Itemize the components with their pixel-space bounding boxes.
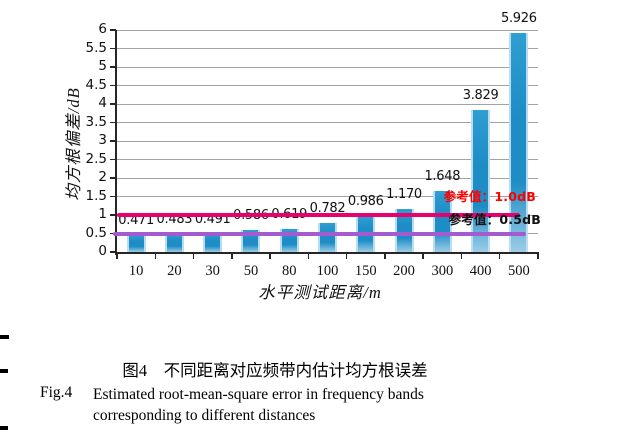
page-edge-mark [0, 335, 9, 339]
y-axis-tick-label: 4.5 [85, 76, 107, 93]
y-axis-tick-label: 3.5 [85, 113, 107, 130]
y-axis-tick-label: 0.5 [85, 224, 107, 241]
x-axis-tick [192, 254, 195, 259]
gridline [117, 29, 538, 31]
figure-caption-english: Estimated root-mean-square error in freq… [93, 384, 483, 426]
figure-caption-english-line2: corresponding to different distances [93, 407, 316, 424]
y-axis-tick [110, 158, 116, 161]
y-axis-tick-label: 2.5 [85, 150, 107, 167]
bar [509, 32, 529, 252]
y-axis-tick-label: 3 [98, 132, 107, 148]
x-axis-tick-label: 400 [469, 263, 492, 279]
gridline [117, 103, 538, 105]
y-axis-tick-label: 1.5 [85, 187, 107, 204]
plot-area: 0.4710.4830.4910.5860.6190.7820.9861.170… [110, 11, 541, 259]
bar [203, 233, 223, 252]
figure-caption-english-line1: Estimated root-mean-square error in freq… [93, 386, 424, 403]
bar-value-label: 0.986 [347, 193, 384, 209]
y-axis-tick [110, 121, 116, 124]
bar [164, 234, 184, 252]
x-axis-tick-label: 200 [393, 263, 415, 279]
gridline [117, 196, 538, 197]
bar [241, 230, 261, 252]
x-axis-tick [307, 254, 310, 259]
y-axis-tick [110, 103, 116, 105]
x-axis-tick [537, 254, 539, 259]
x-axis-line [115, 251, 539, 254]
bar [471, 110, 491, 252]
x-axis-tick-label: 50 [243, 263, 259, 279]
y-axis-tick-label: 2 [98, 169, 107, 185]
gridline [117, 122, 538, 123]
bar [394, 208, 414, 252]
gridline [117, 48, 538, 49]
y-axis-tick [110, 84, 116, 87]
bar-value-label: 0.782 [309, 201, 346, 217]
x-axis-tick [384, 254, 386, 259]
x-axis-tick-label: 30 [205, 263, 220, 279]
bar [126, 234, 146, 252]
y-axis-tick-label: 5.5 [85, 39, 107, 56]
y-axis-tick [110, 29, 116, 31]
y-axis-tick-label: 1 [98, 206, 107, 222]
x-axis-tick-label: 100 [316, 263, 339, 279]
gridline [117, 140, 538, 142]
y-axis-tick-label: 5 [98, 58, 107, 74]
x-axis-tick [460, 254, 463, 259]
y-axis-tick [110, 177, 116, 179]
bar-value-label: 1.170 [386, 186, 422, 202]
x-axis-tick [231, 254, 233, 259]
bar-value-label: 5.926 [501, 10, 537, 26]
y-axis-tick [110, 47, 116, 50]
y-axis-line [115, 30, 117, 255]
bar-value-label: 3.829 [462, 88, 499, 104]
x-axis-tick [154, 254, 157, 259]
y-axis-tick [110, 195, 116, 198]
reference-line-label: 参考值：0.5dB [448, 211, 541, 227]
x-axis-tick [116, 254, 118, 259]
figure-caption-chinese: 图4 不同距离对应频带内估计均方根误差 [122, 361, 428, 380]
gridline [117, 159, 538, 160]
bar [432, 191, 452, 252]
gridline [117, 66, 538, 68]
y-axis-tick [110, 251, 116, 253]
y-axis-tick-label: 6 [98, 21, 107, 37]
x-axis-tick [345, 254, 348, 259]
y-axis-tick [110, 66, 116, 68]
reference-line [117, 213, 520, 217]
x-axis-title: 水平测试距离/m [258, 283, 382, 302]
bar [318, 223, 337, 252]
x-axis-tick [422, 254, 424, 259]
y-axis-tick [110, 140, 116, 142]
x-axis-tick-label: 10 [128, 263, 144, 279]
y-axis-tick [110, 214, 116, 216]
y-axis-tick-label: 0 [98, 243, 107, 259]
reference-line [113, 231, 526, 236]
x-axis-tick-label: 150 [354, 263, 377, 279]
reference-line-label: 参考值：1.0dB [443, 189, 536, 204]
figure-caption-number: Fig.4 [40, 384, 73, 401]
x-axis-tick-label: 300 [431, 263, 454, 279]
y-axis-tick-label: 4 [98, 95, 107, 111]
x-axis-tick [498, 254, 501, 259]
page-edge-mark [0, 369, 8, 373]
gridline [117, 85, 538, 86]
page-edge-mark [0, 426, 8, 430]
x-axis-tick-label: 500 [507, 263, 530, 279]
x-axis-tick-label: 80 [281, 263, 297, 279]
gridline [117, 177, 538, 179]
bar-value-label: 1.648 [424, 169, 461, 185]
x-axis-tick-label: 20 [167, 263, 182, 279]
x-axis-tick [269, 254, 271, 259]
